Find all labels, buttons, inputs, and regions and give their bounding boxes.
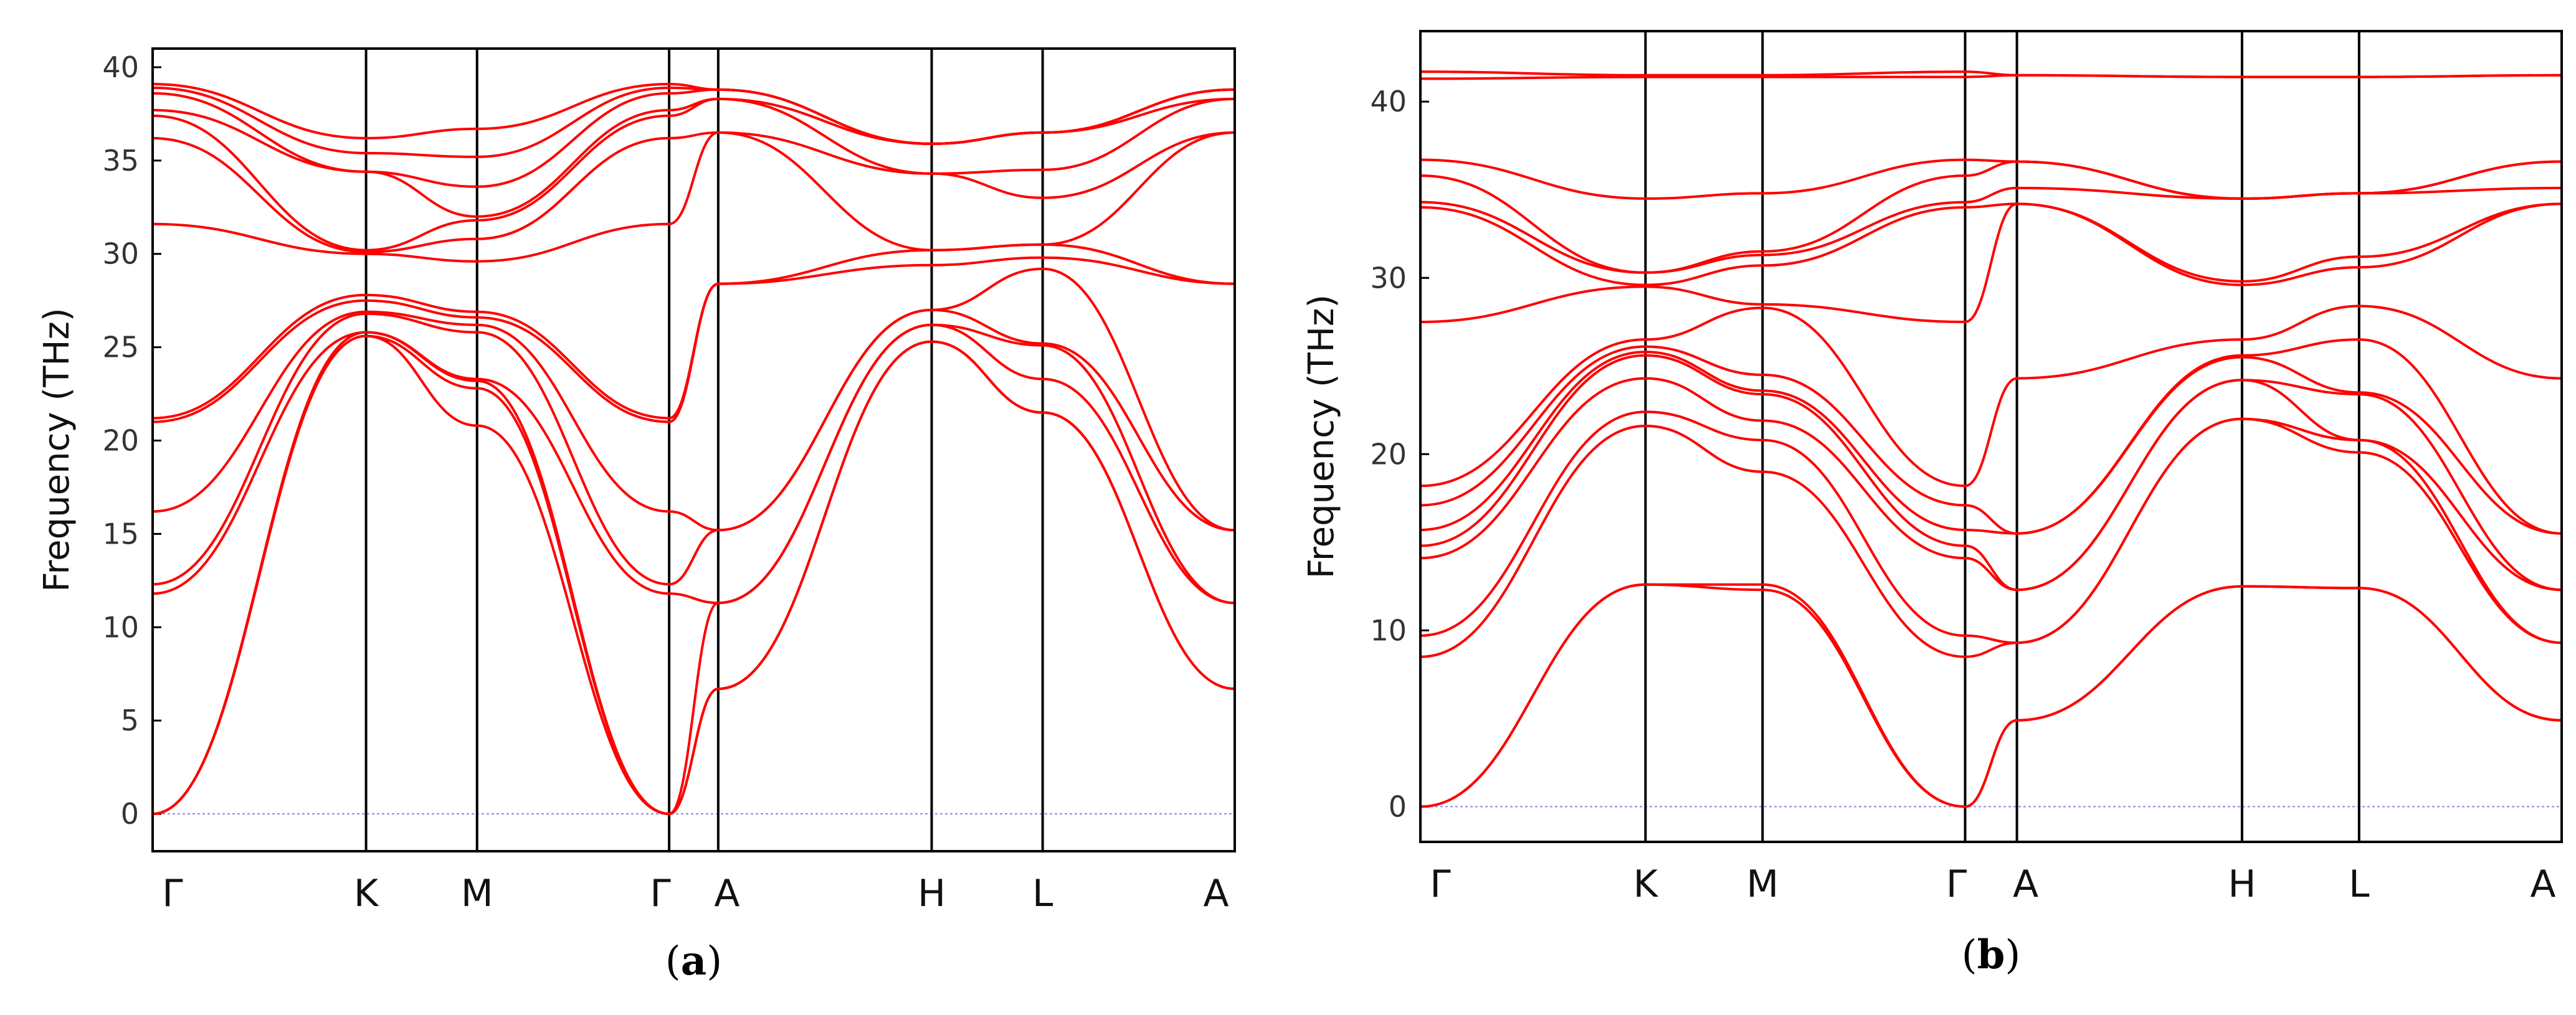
y-tick-label: 15	[102, 517, 139, 550]
plot-frame	[151, 47, 1236, 852]
y-axis-label: Frequency (THz)	[1301, 295, 1342, 579]
phonon-band	[1420, 354, 2562, 592]
phonon-band	[152, 131, 1235, 253]
high-symmetry-label: L	[1032, 872, 1053, 915]
high-symmetry-label: H	[918, 872, 946, 915]
y-tick-label: 10	[102, 610, 139, 644]
phonon-band	[1420, 160, 2562, 274]
phonon-band	[152, 334, 1235, 815]
y-tick-label: 30	[102, 237, 139, 271]
y-tick-label: 30	[1370, 261, 1407, 295]
phonon-band	[152, 131, 1235, 263]
phonon-band	[152, 267, 1235, 532]
high-symmetry-label: M	[1746, 862, 1779, 906]
phonon-band	[1420, 304, 2562, 488]
phonon-band	[1420, 377, 2562, 592]
phonon-band	[152, 87, 1235, 158]
phonon-band	[1420, 70, 2562, 78]
high-symmetry-label: Γ	[650, 872, 671, 915]
phonon-band	[152, 83, 1235, 145]
high-symmetry-label: H	[2228, 862, 2256, 906]
phonon-band	[1420, 583, 2562, 808]
high-symmetry-label: A	[2013, 862, 2038, 906]
y-tick-label: 35	[102, 144, 139, 177]
phonon-band	[152, 97, 1235, 252]
y-tick-label: 20	[102, 424, 139, 458]
panel-caption: (b)	[1962, 932, 2021, 978]
y-tick-label: 40	[1370, 85, 1407, 118]
y-tick-label: 25	[102, 331, 139, 364]
phonon-band	[152, 256, 1235, 423]
high-symmetry-label: Γ	[162, 872, 183, 915]
y-tick-label: 5	[121, 704, 139, 737]
phonon-band	[152, 97, 1235, 218]
phonon-band	[1420, 202, 2562, 286]
high-symmetry-label: A	[1203, 872, 1229, 915]
phonon-band	[152, 323, 1235, 605]
phonon-band	[1420, 583, 2562, 808]
y-tick-label: 0	[121, 797, 139, 831]
y-axis-label: Frequency (THz)	[37, 308, 77, 592]
plot-frame	[1419, 30, 2563, 843]
y-tick-label: 40	[102, 50, 139, 84]
panel-caption: (a)	[665, 938, 722, 984]
high-symmetry-label: Γ	[1946, 862, 1967, 906]
high-symmetry-label: M	[461, 872, 493, 915]
phonon-band	[152, 308, 1235, 586]
panel-b: Γ K M Γ A H L A 0 10 20 30 40 Frequency (THz) (b)	[1301, 30, 2563, 978]
high-symmetry-label: A	[2530, 862, 2555, 906]
phonon-band	[1420, 202, 2562, 323]
phonon-band	[1420, 417, 2562, 658]
phonon-band	[152, 323, 1235, 815]
high-symmetry-label: A	[714, 872, 739, 915]
y-tick-label: 10	[1370, 613, 1407, 647]
high-symmetry-label: L	[2349, 862, 2370, 906]
high-symmetry-label: K	[354, 872, 379, 915]
high-symmetry-label: Γ	[1430, 862, 1451, 906]
phonon-band	[1420, 158, 2562, 200]
high-symmetry-label: K	[1633, 862, 1659, 906]
y-tick-label: 20	[1370, 437, 1407, 471]
phonon-band	[1420, 351, 2562, 535]
phonon-band	[1420, 338, 2562, 535]
phonon-band	[152, 334, 1235, 815]
y-tick-label: 0	[1389, 790, 1407, 823]
phonon-band	[152, 243, 1235, 420]
